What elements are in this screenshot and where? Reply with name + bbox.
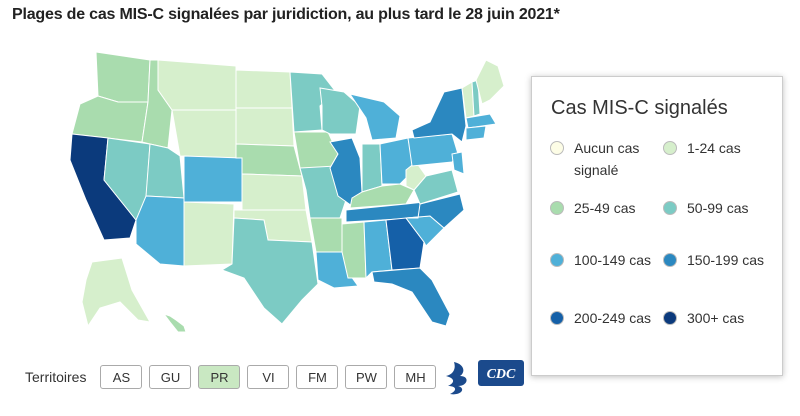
state xyxy=(145,143,185,199)
state xyxy=(157,59,237,111)
hhs-logo xyxy=(446,362,467,395)
legend-item: 200-249 cas xyxy=(550,307,660,329)
legend-item: 50-99 cas xyxy=(663,197,773,219)
state xyxy=(183,155,243,203)
state xyxy=(309,217,343,253)
state xyxy=(341,221,367,279)
legend-label: 50-99 cas xyxy=(687,200,749,216)
legend-item: Aucun cas signalé xyxy=(550,137,660,181)
state xyxy=(405,193,465,229)
state xyxy=(183,201,235,267)
territory-button[interactable]: PR xyxy=(198,365,241,389)
territory-button[interactable]: MH xyxy=(394,365,437,389)
legend-item: 150-199 cas xyxy=(663,249,773,271)
cdc-logo-text: CDC xyxy=(487,367,516,382)
state xyxy=(385,217,425,271)
legend-swatch xyxy=(550,141,564,155)
state xyxy=(162,313,187,333)
legend-swatch xyxy=(663,141,677,155)
legend-swatch xyxy=(550,311,564,325)
state xyxy=(371,267,451,327)
legend: Cas MIS-C signalés Aucun cas signalé 1-24… xyxy=(531,76,783,376)
state xyxy=(81,257,151,328)
state xyxy=(95,51,151,103)
cdc-logo xyxy=(478,360,524,386)
legend-item: 300+ cas xyxy=(663,307,773,329)
legend-label: 25-49 cas xyxy=(574,200,636,216)
state xyxy=(241,173,307,211)
state xyxy=(235,107,295,147)
state xyxy=(135,195,185,267)
logos: CDC xyxy=(446,360,524,395)
state xyxy=(465,125,487,141)
legend-swatch xyxy=(663,253,677,267)
territory-button[interactable]: AS xyxy=(100,365,143,389)
legend-item: 100-149 cas xyxy=(550,249,660,271)
us-map xyxy=(69,51,505,333)
state xyxy=(348,93,401,141)
state xyxy=(411,87,467,143)
state xyxy=(475,59,505,105)
state xyxy=(451,151,465,175)
territory-button[interactable]: FM xyxy=(296,365,339,389)
territories-label: Territoires xyxy=(25,369,87,385)
legend-label: 200-249 cas xyxy=(574,310,652,326)
legend-swatch xyxy=(663,311,677,325)
legend-label: 300+ cas xyxy=(687,310,745,326)
state xyxy=(293,131,339,169)
territory-button[interactable]: VI xyxy=(247,365,290,389)
legend-swatch xyxy=(550,253,564,267)
state xyxy=(220,217,319,325)
territory-button[interactable]: GU xyxy=(149,365,192,389)
title: Plages de cas MIS-C signalées par juridi… xyxy=(12,6,560,23)
state xyxy=(465,113,497,129)
state xyxy=(361,143,383,193)
territories: Territoires AS GU PR VI FM PW MH xyxy=(25,364,443,390)
legend-item: 25-49 cas xyxy=(550,197,660,219)
legend-label: Aucun cas signalé xyxy=(574,140,640,178)
legend-label: 1-24 cas xyxy=(687,140,741,156)
legend-label: 150-199 cas xyxy=(687,252,765,268)
legend-swatch xyxy=(663,201,677,215)
state xyxy=(171,109,237,159)
territory-button[interactable]: PW xyxy=(345,365,388,389)
state xyxy=(235,143,303,177)
state xyxy=(235,69,293,109)
legend-swatch xyxy=(550,201,564,215)
legend-label: 100-149 cas xyxy=(574,252,652,268)
legend-title: Cas MIS-C signalés xyxy=(551,97,728,119)
state xyxy=(319,87,361,135)
legend-item: 1-24 cas xyxy=(663,137,773,159)
state xyxy=(407,133,459,167)
